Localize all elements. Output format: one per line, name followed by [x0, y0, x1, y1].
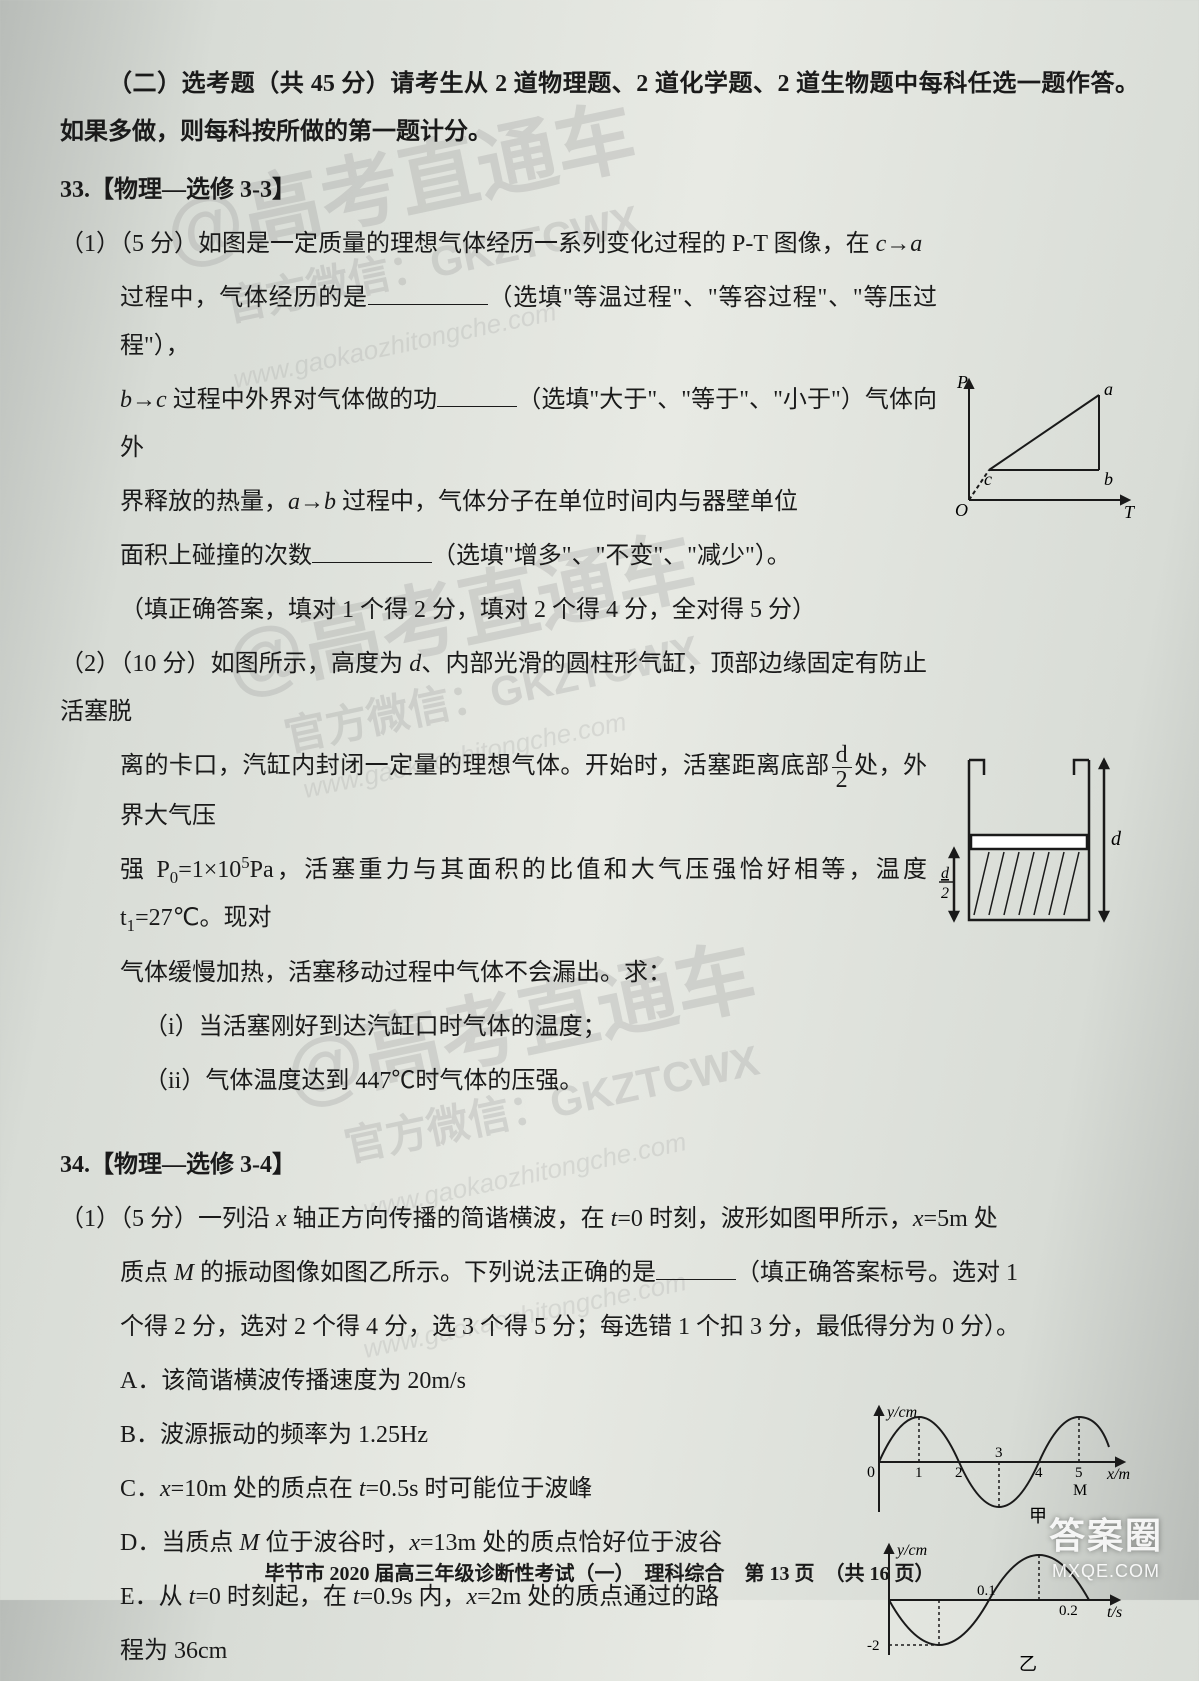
- q33-p2-t5: 气体缓慢加热，活塞移动过程中气体不会漏出。求：: [60, 949, 927, 997]
- q34-options-row: A．该简谐横波传播速度为 20m/s B．波源振动的频率为 1.25Hz C．x…: [60, 1357, 1139, 1681]
- q33-p1-l3b: 过程中外界对气体做的功: [167, 387, 438, 413]
- q33-p1-prefix: （1）（5 分）如图是一定质量的理想气体经历一系列变化过程的 P-T 图像，在: [60, 231, 876, 257]
- corner-logo: 答案圈 MXQE.COM: [1031, 1507, 1181, 1582]
- q33-blank-2[interactable]: [437, 381, 517, 407]
- q33-sub-i: （i）当活塞刚好到达汽缸口时气体的温度；: [60, 1003, 927, 1051]
- pt-axis-p: P: [956, 372, 968, 392]
- w1-xlabel: x/m: [1106, 1466, 1130, 1483]
- q33-p1-score: （填正确答案，填对 1 个得 2 分，填对 2 个得 4 分，全对得 5 分）: [60, 586, 937, 634]
- w1-M: M: [1073, 1482, 1087, 1499]
- q34-part1-l1: （1）（5 分）一列沿 x 轴正方向传播的简谐横波，在 t=0 时刻，波形如图甲…: [60, 1195, 1139, 1243]
- q33-sub-ii: （ii）气体温度达到 447℃时气体的压强。: [60, 1057, 927, 1105]
- q34-opt-e2: 程为 36cm: [60, 1627, 847, 1675]
- q33-part1-text: （1）（5 分）如图是一定质量的理想气体经历一系列变化过程的 P-T 图像，在 …: [60, 220, 937, 640]
- corner-logo-title: 答案圈: [1031, 1507, 1181, 1559]
- page-content: （二）选考题（共 45 分）请考生从 2 道物理题、2 道化学题、2 道生物题中…: [60, 60, 1139, 1560]
- q34-opt-c: C．x=10m 处的质点在 t=0.5s 时可能位于波峰: [60, 1465, 847, 1513]
- page-footer: 毕节市 2020 届高三年级诊断性考试（一） 理科综合 第 13 页 （共 16…: [0, 1557, 1199, 1586]
- q33-t1-val: =27℃。现对: [135, 905, 272, 931]
- pt-label-c: c: [984, 469, 992, 489]
- q33-p1-bc: b→c: [120, 387, 167, 413]
- pt-origin: O: [955, 500, 968, 520]
- w1-origin: 0: [867, 1464, 875, 1481]
- w1-tick-2: 2: [955, 1465, 963, 1481]
- q33-cylinder-diagram: d d 2: [939, 740, 1139, 940]
- w1-tick-4: 4: [1035, 1465, 1043, 1481]
- q33-p0-exp: 5: [241, 853, 249, 872]
- q34-title: 34.【物理—选修 3-4】: [60, 1141, 1139, 1189]
- q33-p1-ab: a→b: [288, 489, 336, 515]
- q34-opt-a: A．该简谐横波传播速度为 20m/s: [60, 1357, 847, 1405]
- w1-ylabel: y/cm: [885, 1404, 917, 1421]
- q34-part1-l3: 个得 2 分，选对 2 个得 4 分，选 3 个得 5 分；每选错 1 个扣 3…: [60, 1303, 1139, 1351]
- q33-t1-sub: 1: [127, 916, 135, 935]
- q33-pt-diagram: c b a P T O: [949, 370, 1139, 520]
- w2-tick-2: 0.2: [1059, 1603, 1078, 1619]
- q33-frac-d2: d2: [832, 743, 852, 792]
- q33-p2-t4: 强 P: [120, 857, 170, 883]
- q34-part1-l2: 质点 M 的振动图像如图乙所示。下列说法正确的是（填正确答案标号。选对 1: [60, 1249, 1139, 1297]
- q33-p1-l4a: 界释放的热量，: [120, 489, 288, 515]
- q34-options-text: A．该简谐横波传播速度为 20m/s B．波源振动的频率为 1.25Hz C．x…: [60, 1357, 847, 1681]
- q33-p2-t2: 离的卡口，汽缸内封闭一定量的理想气体。开始时，活塞距离底部: [120, 753, 830, 779]
- cyl-d2-num: d: [941, 865, 950, 882]
- q33-p0-sub: 0: [170, 868, 178, 887]
- corner-logo-url: MXQE.COM: [1031, 1561, 1181, 1582]
- q33-p1-l4b: 过程中，气体分子在单位时间内与器壁单位: [336, 489, 798, 515]
- q33-part1-row: （1）（5 分）如图是一定质量的理想气体经历一系列变化过程的 P-T 图像，在 …: [60, 220, 1139, 640]
- q33-blank-3[interactable]: [312, 537, 432, 563]
- q33-p2-d: d: [409, 651, 421, 677]
- w1-tick-3: 3: [995, 1445, 1003, 1461]
- header-instruction: （二）选考题（共 45 分）请考生从 2 道物理题、2 道化学题、2 道生物题中…: [60, 60, 1139, 156]
- q33-blank-1[interactable]: [368, 279, 488, 305]
- q33-title: 33.【物理—选修 3-3】: [60, 166, 1139, 214]
- cyl-d2-den: 2: [941, 885, 949, 902]
- w2-caption: 乙: [1019, 1654, 1037, 1674]
- w2-ymin: -2: [867, 1638, 880, 1654]
- q33-p0-val: =1×10: [178, 857, 241, 883]
- q33-p1-l5a: 面积上碰撞的次数: [120, 543, 312, 569]
- pt-label-a: a: [1104, 379, 1113, 399]
- q34-blank-1[interactable]: [656, 1253, 736, 1279]
- pt-label-b: b: [1104, 469, 1113, 489]
- pt-axis-t: T: [1124, 502, 1136, 520]
- w2-xlabel: t/s: [1107, 1604, 1122, 1621]
- q33-p1-ca: c→a: [876, 231, 923, 257]
- q33-p1-l2a: 过程中，气体经历的是: [120, 285, 368, 311]
- q34-opt-b: B．波源振动的频率为 1.25Hz: [60, 1411, 847, 1459]
- w1-tick-1: 1: [915, 1465, 923, 1481]
- q33-p1-h3: （选填"增多"、"不变"、"减少"）。: [432, 543, 791, 569]
- cyl-label-d: d: [1111, 828, 1122, 850]
- w1-tick-5: 5: [1075, 1465, 1083, 1481]
- q33-p2-prefix: （2）（10 分）如图所示，高度为: [60, 651, 409, 677]
- q33-part2-row: （2）（10 分）如图所示，高度为 d、内部光滑的圆柱形气缸，顶部边缘固定有防止…: [60, 640, 1139, 1111]
- q33-part2-text: （2）（10 分）如图所示，高度为 d、内部光滑的圆柱形气缸，顶部边缘固定有防止…: [60, 640, 927, 1111]
